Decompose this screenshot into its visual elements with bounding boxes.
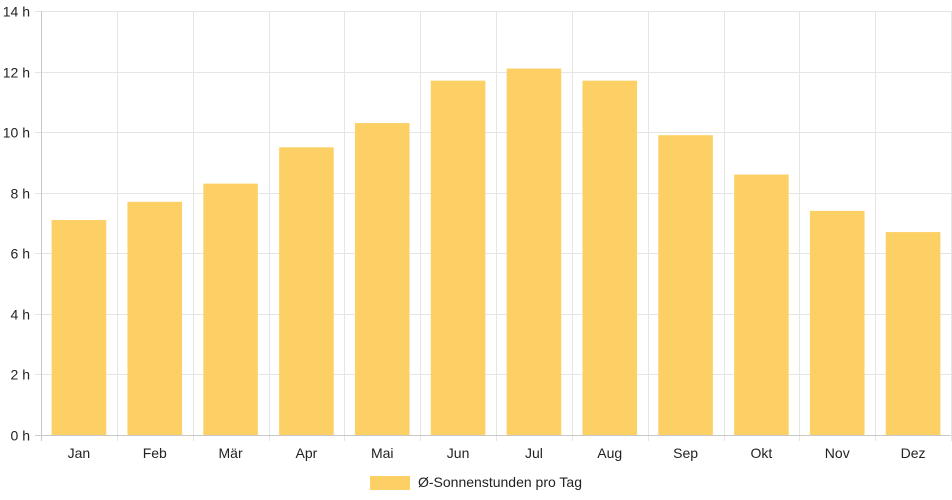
y-axis-ticks: 0 h 2 h 4 h 6 h 8 h 10 h 12 h 14 h (3, 4, 30, 444)
bar-jul[interactable] (506, 68, 562, 436)
x-tick-label: Jul (525, 445, 543, 461)
x-tick-label: Jun (447, 445, 470, 461)
x-tick-label: Nov (825, 445, 850, 461)
grid (35, 11, 952, 441)
x-tick-label: Apr (296, 445, 318, 461)
bar-jan[interactable] (51, 219, 107, 435)
y-tick-label: 2 h (11, 367, 30, 383)
bar-mär[interactable] (203, 183, 258, 435)
y-tick-label: 14 h (3, 4, 30, 20)
x-tick-label: Jan (68, 445, 91, 461)
y-tick-label: 12 h (3, 65, 30, 81)
bar-feb[interactable] (127, 201, 183, 435)
x-tick-label: Sep (673, 445, 698, 461)
x-tick-label: Feb (143, 445, 167, 461)
x-tick-label: Mai (371, 445, 394, 461)
x-tick-label: Dez (901, 445, 926, 461)
bar-dez[interactable] (885, 232, 941, 435)
y-tick-label: 4 h (11, 307, 30, 323)
legend-label: Ø-Sonnenstunden pro Tag (418, 474, 582, 490)
bar-apr[interactable] (279, 147, 334, 436)
legend-swatch (370, 476, 410, 490)
bar-mai[interactable] (354, 123, 410, 436)
x-axis-ticks: Jan Feb Mär Apr Mai Jun Jul Aug Sep Okt Nov Dez (68, 445, 926, 461)
y-tick-label: 10 h (3, 125, 30, 141)
bar-nov[interactable] (809, 210, 865, 435)
bar-jun[interactable] (430, 80, 486, 436)
bar-sep[interactable] (658, 135, 713, 435)
y-tick-label: 0 h (11, 428, 30, 444)
y-tick-label: 6 h (11, 246, 30, 262)
legend[interactable]: Ø-Sonnenstunden pro Tag (370, 474, 582, 490)
x-tick-label: Okt (751, 445, 773, 461)
x-tick-label: Aug (597, 445, 622, 461)
x-tick-label: Mär (219, 445, 243, 461)
bar-okt[interactable] (734, 174, 789, 436)
bar-aug[interactable] (582, 80, 638, 436)
bars (51, 68, 941, 436)
y-tick-label: 8 h (11, 186, 30, 202)
